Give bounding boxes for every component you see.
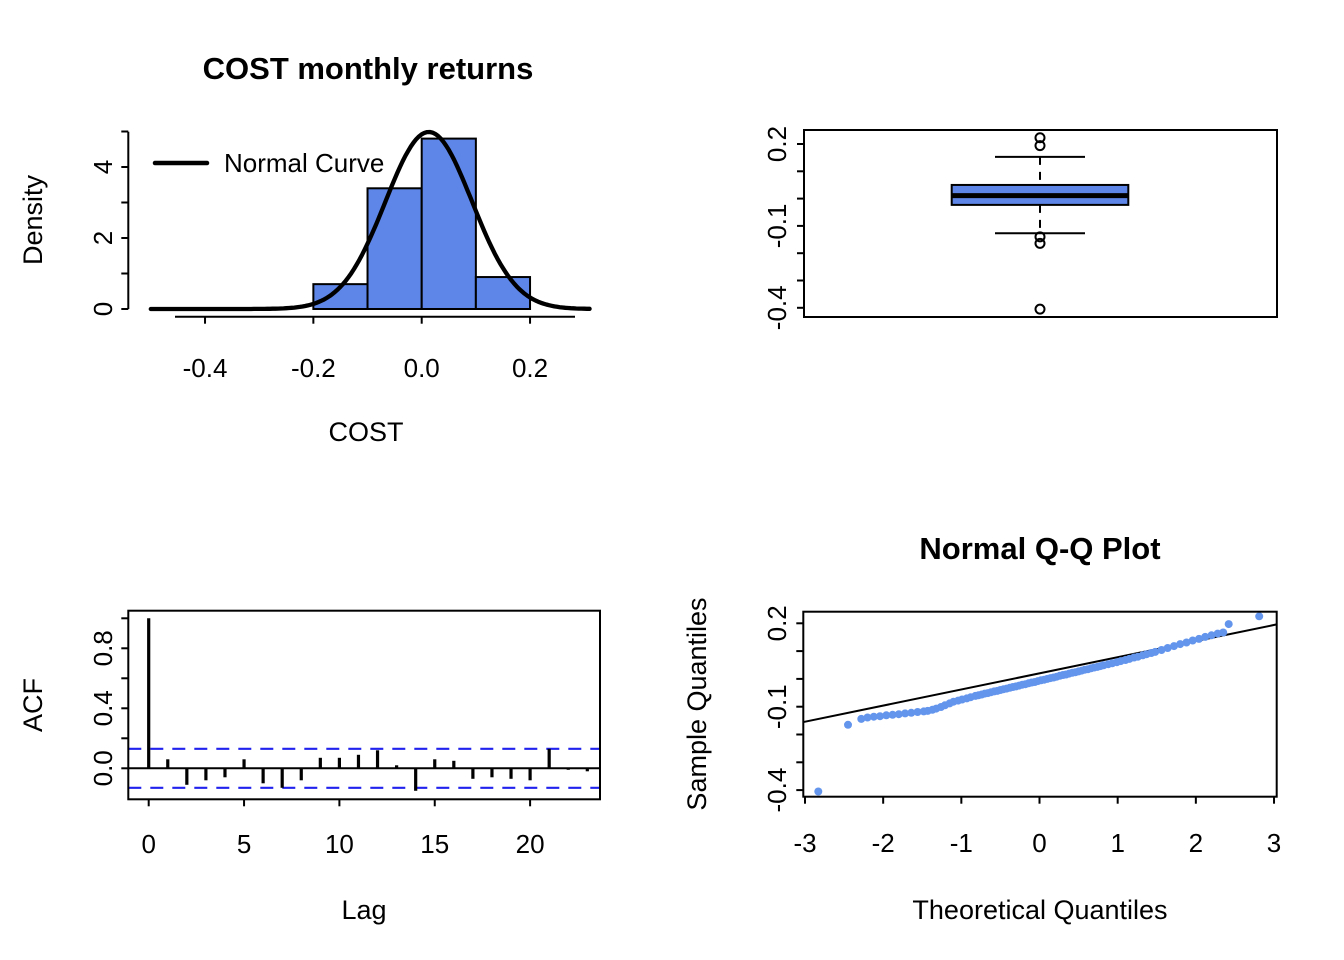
hist-y-tick-label: 4 (88, 160, 118, 174)
boxplot-y-tick-label: -0.1 (762, 203, 792, 248)
qq-y-tick-label: -0.4 (762, 768, 792, 813)
acf-x-tick-label: 15 (420, 829, 449, 859)
hist-x-axis-title: COST (328, 417, 403, 447)
qq-point (1219, 628, 1228, 637)
qq-x-axis-title: Theoretical Quantiles (912, 895, 1167, 925)
qq-y-tick-label: -0.1 (762, 684, 792, 729)
boxplot-y-tick-label: -0.4 (762, 285, 792, 330)
qq-point (907, 708, 916, 717)
acf-x-tick-label: 0 (141, 829, 155, 859)
qq-point (1176, 640, 1185, 649)
acf-x-tick-label: 5 (237, 829, 251, 859)
qq-point (1255, 612, 1264, 621)
histogram-bar (420, 137, 477, 310)
hist-title: COST monthly returns (203, 51, 534, 86)
outlier-point (1034, 132, 1046, 144)
acf-y-tick-label: 0.4 (88, 690, 118, 726)
hist-x-tick-label: -0.4 (183, 353, 228, 383)
acf-frame (127, 609, 602, 801)
qq-point (1163, 644, 1172, 652)
outlier-point (1034, 237, 1046, 249)
qq-point (869, 712, 878, 721)
hist-x-tick-label: -0.2 (291, 353, 336, 383)
qq-point (1207, 631, 1216, 640)
qq-y-axis-title: Sample Quantiles (682, 597, 712, 810)
acf-x-tick-label: 20 (516, 829, 545, 859)
qq-point (863, 713, 872, 722)
boxplot-frame (803, 129, 1278, 318)
qq-point (814, 787, 823, 796)
qq-point (1224, 620, 1233, 629)
qq-point (876, 712, 884, 721)
qq-point (844, 720, 852, 729)
qq-panel: 0.2 -0.1 -0.4-3 -2 -1 0 1 2 3 Normal Q-Q Plot Theo… (682, 531, 1281, 925)
boxplot-panel: 0.2 -0.1 -0.4 (762, 126, 1278, 330)
hist-y-tick-label: 0 (88, 302, 118, 316)
acf-y-axis-title: ACF (18, 678, 48, 732)
qq-x-tick-label: -2 (872, 828, 895, 858)
qq-point (1201, 632, 1210, 641)
qq-title: Normal Q-Q Plot (919, 531, 1160, 566)
qq-x-tick-label: -1 (950, 828, 973, 858)
qq-x-tick-label: 2 (1189, 828, 1203, 858)
legend-label: Normal Curve (224, 148, 384, 178)
qq-x-tick-label: 3 (1267, 828, 1281, 858)
qq-y-tick-label: 0.2 (762, 605, 792, 641)
qq-x-tick-label: 0 (1032, 828, 1046, 858)
acf-x-axis-title: Lag (341, 895, 386, 925)
qq-point (882, 711, 891, 720)
hist-x-tick-label: 0.2 (512, 353, 548, 383)
acf-y-tick-label: 0.0 (88, 750, 118, 786)
normal-curve-line (148, 129, 592, 312)
qq-point (888, 710, 897, 719)
outlier-point (1034, 303, 1046, 315)
qq-point (1170, 642, 1178, 651)
histogram-panel: 0 2 4 -0.4 -0.2 0.0 0.2 COST monthly returns COS… (18, 51, 592, 447)
hist-x-tick-label: 0.0 (404, 353, 440, 383)
qq-point (901, 709, 910, 718)
qq-point (1151, 647, 1160, 656)
boxplot-y-tick-label: 0.2 (762, 126, 792, 162)
qq-point (913, 708, 922, 716)
qq-point (1182, 638, 1191, 647)
qq-point (1157, 646, 1166, 654)
histogram-bar (366, 187, 423, 310)
qq-point (1195, 634, 1203, 643)
acf-panel: 0.0 0.4 0.8 0 5 10 15 20 Lag ACF (18, 609, 602, 925)
acf-x-tick-label: 10 (325, 829, 354, 859)
qq-point (1188, 636, 1197, 645)
hist-y-tick-label: 2 (88, 231, 118, 245)
qq-x-tick-label: 1 (1110, 828, 1124, 858)
outlier-point (1034, 140, 1046, 152)
outlier-point (1034, 231, 1046, 243)
acf-y-tick-label: 0.8 (88, 630, 118, 666)
qq-point (857, 714, 866, 723)
qq-x-tick-label: -3 (793, 828, 816, 858)
qq-point (894, 710, 903, 719)
hist-y-axis-title: Density (18, 174, 48, 265)
